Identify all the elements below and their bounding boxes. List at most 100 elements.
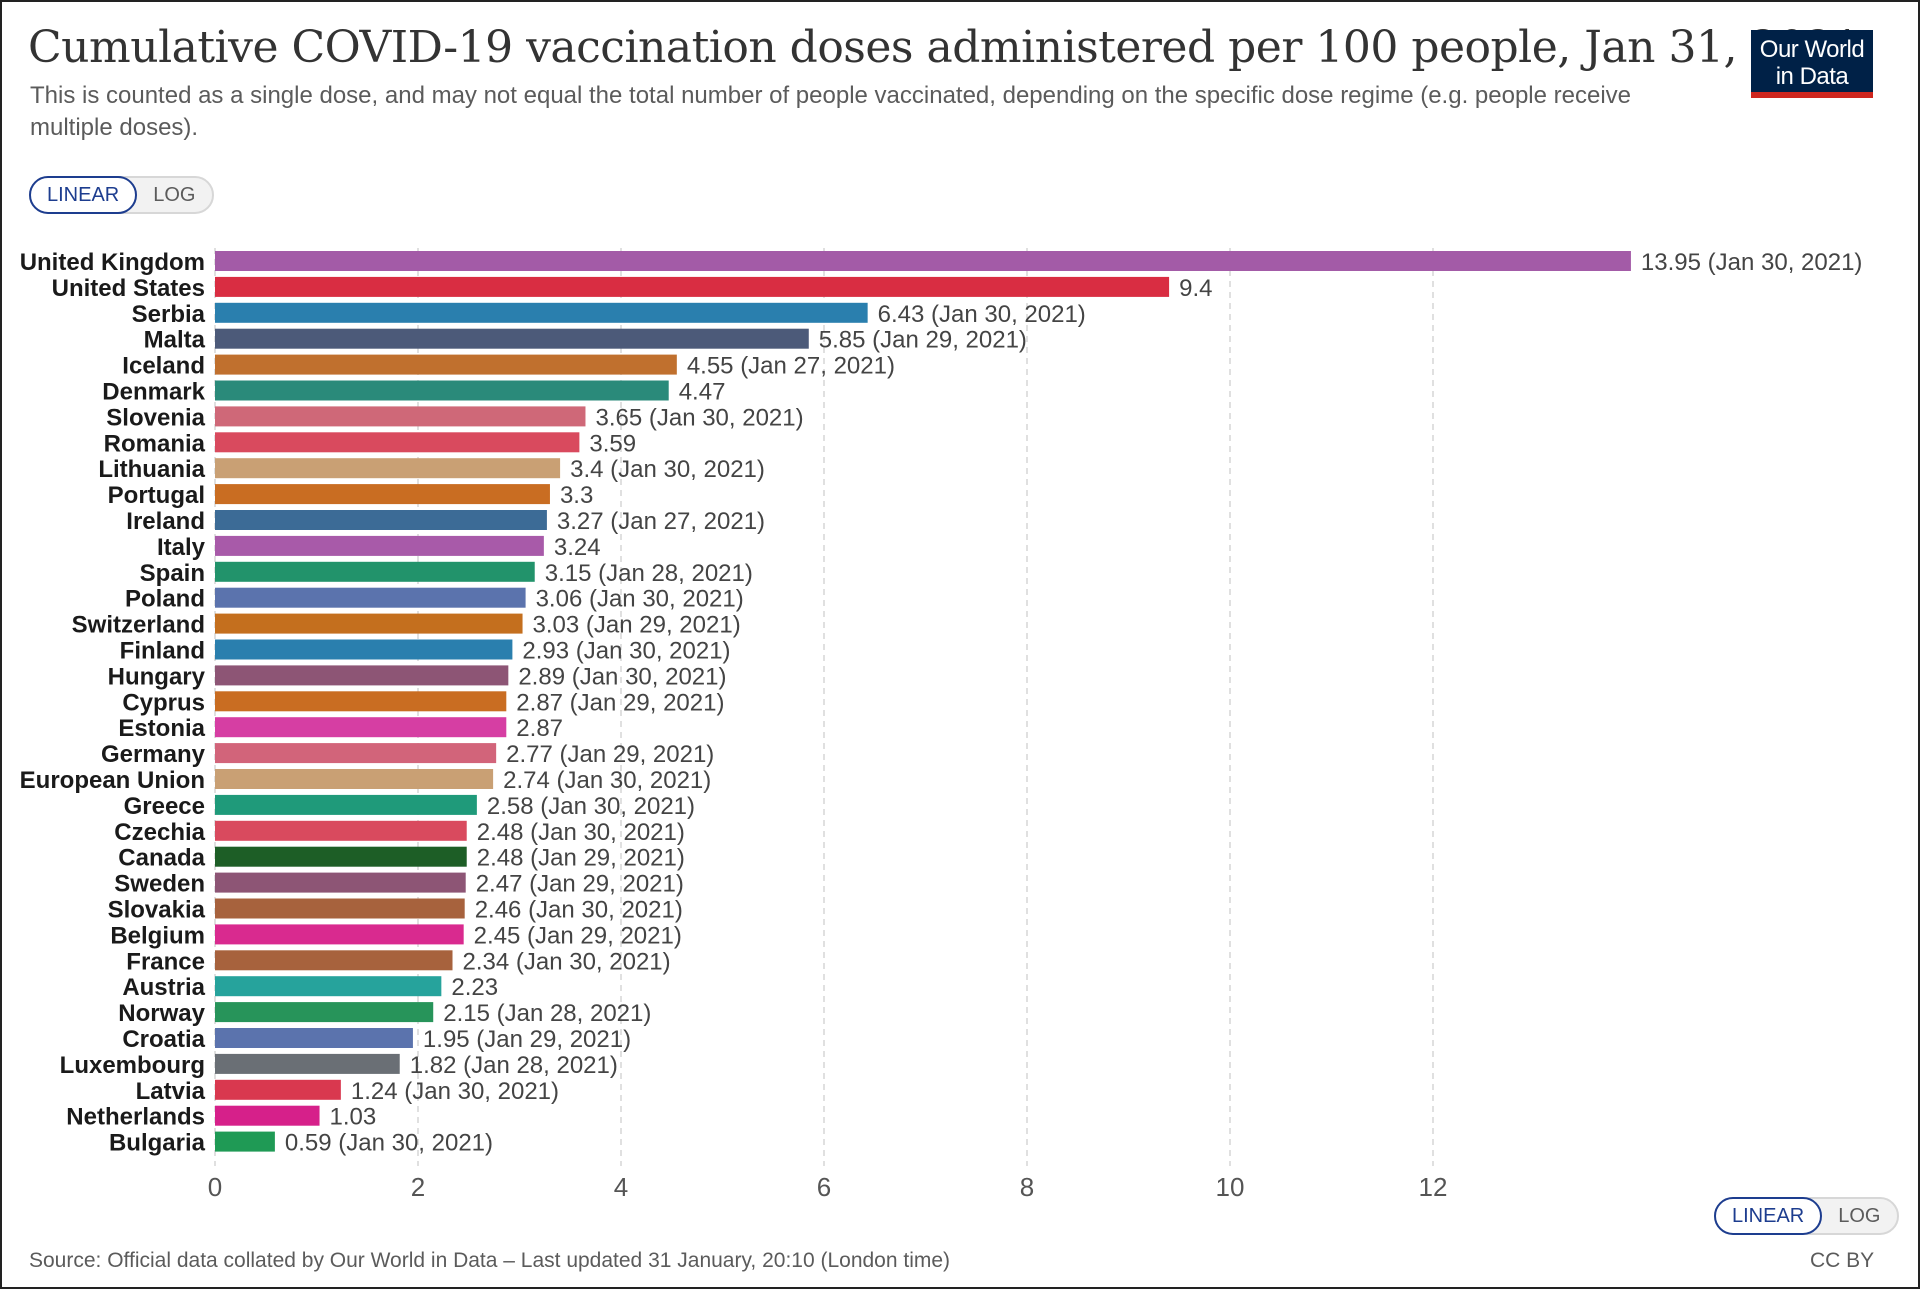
linear-button-bottom[interactable]: LINEAR [1714, 1197, 1823, 1235]
value-label: 1.03 [330, 1104, 377, 1131]
owid-logo[interactable]: Our World in Data [1751, 30, 1873, 98]
bar [215, 872, 466, 893]
bar [215, 769, 494, 789]
chart-subtitle: This is counted as a single dose, and ma… [30, 82, 1632, 141]
bar [215, 846, 467, 867]
bar [215, 1079, 341, 1100]
category-label: Luxembourg [60, 1052, 205, 1079]
bar [215, 302, 868, 323]
x-tick-label: 0 [208, 1172, 222, 1202]
category-label: Serbia [132, 301, 206, 328]
bar [215, 743, 497, 764]
bar [215, 484, 550, 505]
value-label: 9.4 [1179, 275, 1212, 302]
value-label: 2.89 (Jan 30, 2021) [518, 663, 726, 690]
category-label: Czechia [114, 819, 205, 846]
x-tick-label: 10 [1216, 1172, 1245, 1202]
category-label: Italy [157, 534, 206, 561]
x-tick-label: 6 [817, 1172, 831, 1202]
value-label: 0.59 (Jan 30, 2021) [285, 1130, 493, 1157]
value-label: 3.4 (Jan 30, 2021) [570, 456, 765, 483]
category-label: Finland [120, 638, 205, 665]
value-label: 2.23 [451, 974, 498, 1001]
value-label: 3.27 (Jan 27, 2021) [557, 508, 765, 535]
bar [215, 924, 464, 945]
value-label: 2.47 (Jan 29, 2021) [476, 871, 684, 898]
bar [215, 898, 465, 919]
value-label: 3.59 [589, 430, 636, 457]
value-label: 3.24 [554, 534, 601, 561]
category-label: Hungary [108, 663, 206, 690]
category-label: Iceland [122, 353, 205, 380]
value-label: 6.43 (Jan 30, 2021) [878, 301, 1086, 328]
value-label: 3.15 (Jan 28, 2021) [545, 560, 753, 587]
category-label: Latvia [136, 1078, 206, 1105]
category-label: Croatia [122, 1026, 205, 1053]
category-label: Lithuania [98, 456, 205, 483]
category-label: European Union [20, 767, 205, 794]
bar [215, 458, 561, 479]
bar [215, 691, 507, 712]
value-label: 2.58 (Jan 30, 2021) [487, 793, 695, 820]
bar [215, 432, 580, 453]
category-label: Switzerland [72, 612, 205, 639]
value-label: 1.95 (Jan 29, 2021) [423, 1026, 631, 1053]
category-label: Netherlands [66, 1104, 205, 1131]
category-label: Norway [118, 1000, 205, 1027]
bar [215, 510, 547, 530]
bar [215, 1053, 400, 1074]
value-label: 1.82 (Jan 28, 2021) [410, 1052, 618, 1079]
value-label: 2.93 (Jan 30, 2021) [522, 638, 730, 665]
bar [215, 665, 509, 686]
license-link[interactable]: CC BY [1810, 1249, 1875, 1272]
category-label: Denmark [102, 379, 205, 406]
category-label: Sweden [114, 871, 205, 898]
category-label: Estonia [118, 715, 205, 742]
bar [215, 950, 453, 971]
category-label: Belgium [110, 922, 205, 949]
source-note: Source: Official data collated by Our Wo… [29, 1249, 951, 1272]
bar [215, 639, 513, 660]
bar [215, 354, 677, 375]
category-label: Bulgaria [109, 1130, 206, 1157]
value-label: 5.85 (Jan 29, 2021) [819, 327, 1027, 354]
category-label: Slovakia [108, 897, 206, 924]
value-label: 3.65 (Jan 30, 2021) [595, 404, 803, 431]
bar-chart: 0 2 4 6 8 10 12 United Kingdom 13.95 (Jan 30, 20… [20, 248, 1862, 1202]
bar [215, 1131, 275, 1152]
bar [215, 380, 669, 401]
linear-button[interactable]: LINEAR [29, 176, 138, 214]
value-label: 2.87 (Jan 29, 2021) [516, 689, 724, 716]
value-label: 1.24 (Jan 30, 2021) [351, 1078, 559, 1105]
value-label: 3.06 (Jan 30, 2021) [536, 586, 744, 613]
value-label: 2.46 (Jan 30, 2021) [475, 897, 683, 924]
bar [215, 406, 586, 427]
bar [215, 717, 507, 738]
value-label: 3.3 [560, 482, 593, 509]
bar [215, 251, 1631, 271]
value-label: 4.47 [679, 379, 726, 406]
value-label: 2.48 (Jan 30, 2021) [477, 819, 685, 846]
bar [215, 820, 467, 841]
scale-toggle-top: LINEAR LOG [29, 176, 214, 214]
category-label: Slovenia [106, 404, 205, 431]
x-tick-label: 12 [1419, 1172, 1448, 1202]
logo-line-2: in Data [1775, 63, 1849, 90]
bar [215, 1105, 320, 1126]
category-label: United States [52, 275, 205, 302]
category-label: Ireland [126, 508, 205, 535]
category-label: Spain [140, 560, 205, 587]
log-button[interactable]: LOG [153, 183, 196, 206]
bar [215, 794, 477, 815]
value-label: 2.74 (Jan 30, 2021) [503, 767, 711, 794]
category-label: Cyprus [122, 689, 205, 716]
value-label: 2.48 (Jan 29, 2021) [477, 845, 685, 872]
log-button-bottom[interactable]: LOG [1838, 1204, 1881, 1227]
value-label: 2.45 (Jan 29, 2021) [474, 922, 682, 949]
category-label: Portugal [108, 482, 205, 509]
bar [215, 976, 442, 997]
category-label: Canada [118, 845, 205, 872]
bar [215, 587, 526, 608]
bar [215, 613, 523, 634]
